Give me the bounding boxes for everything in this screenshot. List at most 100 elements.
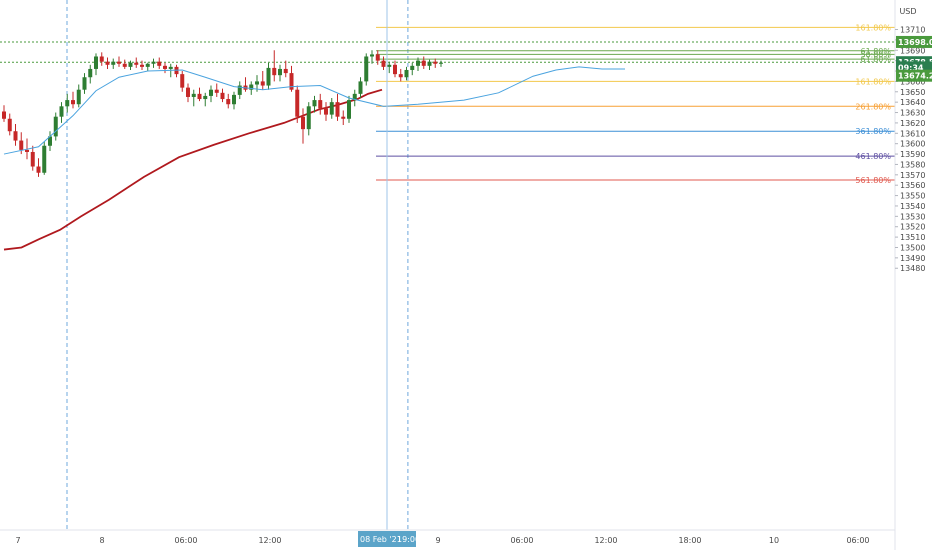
- session-separators: [66, 0, 409, 530]
- candle-body: [237, 85, 242, 95]
- time-tick-label: 7: [15, 536, 20, 545]
- price-tick-label: 13630: [900, 109, 925, 118]
- price-tick-label: 13550: [900, 192, 925, 201]
- price-tick-label: 13640: [900, 98, 925, 107]
- candle-body: [306, 106, 311, 130]
- candle-body: [122, 63, 127, 67]
- price-tick-label: 13490: [900, 254, 925, 263]
- candle-body: [283, 68, 288, 74]
- candle-body: [36, 166, 41, 173]
- candle-body: [76, 89, 81, 105]
- price-tick-label: 13580: [900, 160, 925, 169]
- price-tick-label: 13510: [900, 233, 925, 242]
- fib-level-label: 361.80%: [855, 127, 891, 136]
- price-tick-label: 13500: [900, 243, 925, 252]
- crosshair-time-tag-bg: [358, 531, 416, 547]
- price-tick-label: 13540: [900, 202, 925, 211]
- fibonacci-extension[interactable]: 161.80% 61.80%50.00%61.80% 161.80% 261.80% 3…: [376, 23, 895, 185]
- time-tick-label: 9: [435, 536, 440, 545]
- time-tick-label: 18:00: [678, 536, 701, 545]
- candle-body: [387, 64, 392, 67]
- candle-body: [48, 136, 52, 146]
- candle-body: [358, 81, 363, 94]
- crosshair-time-tag: 08 Feb '21 19:00: [358, 531, 420, 547]
- price-tick-label: 13530: [900, 212, 925, 221]
- candle-body: [220, 92, 225, 100]
- fib-level-label: 50.00%: [860, 50, 891, 59]
- candle-body: [88, 68, 93, 78]
- price-tick-label: 13560: [900, 181, 925, 190]
- time-tick-label: 12:00: [594, 536, 617, 545]
- price-tick-label: 13620: [900, 119, 925, 128]
- price-tick-label: 13650: [900, 88, 925, 97]
- candle-body: [439, 62, 443, 64]
- time-tick-label: 10: [769, 536, 779, 545]
- candle-body: [94, 56, 98, 69]
- candle-body: [128, 62, 133, 67]
- price-tick-label: 13570: [900, 171, 925, 180]
- price-tag-bg: [896, 35, 932, 48]
- candle-body: [266, 67, 271, 86]
- candle-body: [59, 106, 64, 117]
- candle-body: [191, 93, 196, 97]
- price-tick-label: 13480: [900, 264, 925, 273]
- candle-body: [53, 116, 58, 137]
- candle-body: [381, 60, 386, 67]
- candle-body: [335, 102, 340, 117]
- price-tick-label: 13610: [900, 129, 925, 138]
- candle-body: [427, 61, 432, 66]
- candle-body: [226, 99, 231, 105]
- candle-body: [134, 62, 139, 65]
- fib-level-label: 161.80%: [855, 23, 891, 32]
- candle-body: [140, 64, 144, 67]
- candle-body: [433, 61, 438, 64]
- candle-body: [329, 102, 334, 115]
- candle-body: [168, 66, 173, 69]
- candle-body: [203, 95, 208, 100]
- candle-body: [404, 69, 409, 78]
- candle-body: [163, 65, 167, 69]
- candle-body: [278, 68, 282, 76]
- candle-body: [341, 116, 346, 119]
- candle-body: [30, 151, 35, 167]
- candle-body: [82, 77, 87, 90]
- candle-body: [105, 61, 110, 65]
- candle-body: [25, 149, 29, 152]
- crosshair-date-label: 08 Feb '21: [360, 535, 402, 544]
- price-tag-label: 09:34: [898, 63, 924, 72]
- candle-body: [13, 131, 18, 141]
- candle-body: [295, 89, 300, 117]
- fib-level-label: 161.80%: [855, 77, 891, 86]
- price-tick-label: 13710: [900, 26, 925, 35]
- candle-body: [352, 93, 357, 101]
- candle-body: [410, 65, 415, 70]
- time-tick-label: 12:00: [258, 536, 281, 545]
- candle-body: [2, 111, 6, 119]
- candle-body: [364, 56, 369, 82]
- fib-level-label: 561.80%: [855, 176, 891, 185]
- fib-level-label: 261.80%: [855, 102, 891, 111]
- time-tick-label: 8: [99, 536, 104, 545]
- candle-body: [324, 108, 328, 115]
- short-ma-line: [3, 66, 625, 155]
- price-tag-label: 13698.00: [898, 38, 932, 47]
- candle-body: [398, 74, 403, 78]
- candle-body: [260, 81, 265, 86]
- candle-body: [42, 145, 47, 173]
- short-moving-average: [3, 66, 625, 155]
- candle-body: [111, 61, 116, 65]
- crosshair-time-label: 19:00: [397, 535, 420, 544]
- price-tick-label: 13600: [900, 140, 925, 149]
- candle-body: [232, 94, 236, 105]
- candle-body: [19, 140, 24, 150]
- fib-level-label: 61.80%: [860, 47, 891, 56]
- candle-body: [7, 118, 12, 132]
- fib-level-label: 461.80%: [855, 152, 891, 161]
- candle-body: [375, 54, 380, 61]
- time-tick-label: 06:00: [174, 536, 197, 545]
- currency-label: USD: [899, 7, 916, 16]
- price-tag-label: 13674.25: [898, 72, 932, 81]
